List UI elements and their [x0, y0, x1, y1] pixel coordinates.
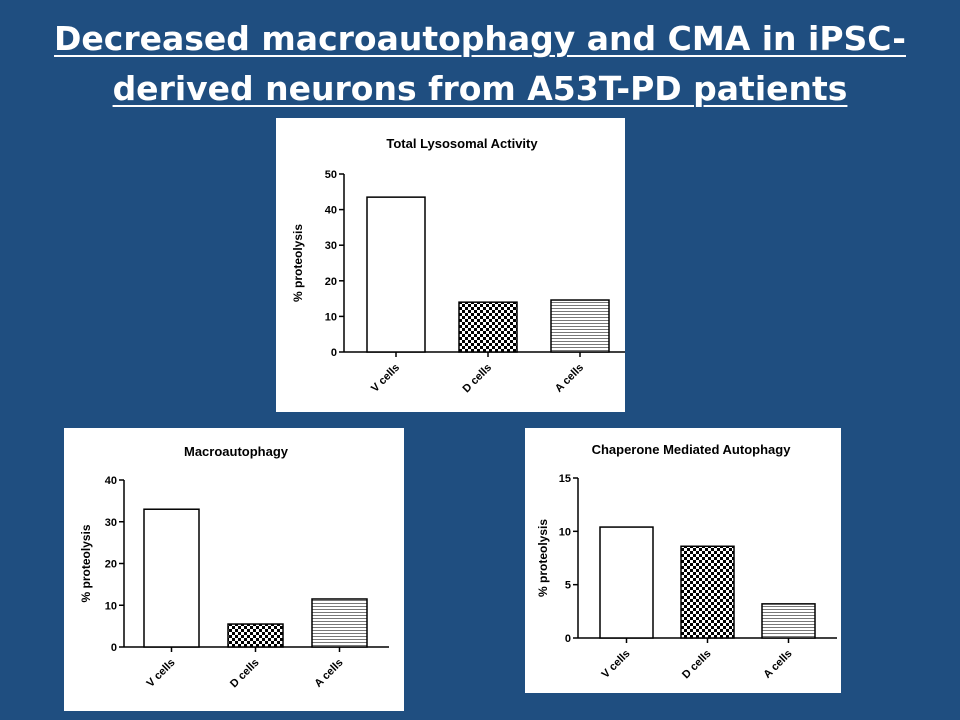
chart-title: Macroautophagy [184, 444, 289, 459]
bar-v-cells [599, 526, 654, 639]
slide-title-line-1: Decreased macroautophagy and CMA in iPSC… [54, 19, 906, 58]
x-category-label: V cells [599, 648, 632, 681]
y-tick-label: 30 [325, 240, 337, 252]
slide-title: Decreased macroautophagy and CMA in iPSC… [0, 14, 960, 114]
bar-a-cells [550, 299, 610, 353]
bar-v-cells [143, 508, 200, 648]
bar-d-cells [458, 301, 518, 353]
x-category-label: V cells [369, 362, 402, 395]
chart-panel-macroautophagy: Macroautophagy % proteolysis 0 10 20 30 40 V ce… [64, 428, 404, 711]
x-category-label: A cells [761, 648, 794, 681]
x-category-label: A cells [553, 362, 586, 395]
x-category-label: D cells [680, 648, 714, 682]
y-tick-label: 40 [325, 205, 337, 217]
x-category-label: D cells [228, 657, 262, 691]
chart-title: Chaperone Mediated Autophagy [592, 442, 792, 457]
bar-v-cells [366, 196, 426, 353]
y-axis-label: % proteolysis [536, 519, 550, 597]
y-tick-label: 0 [111, 642, 117, 654]
chart-title: Total Lysosomal Activity [386, 136, 538, 151]
y-tick-label: 20 [105, 559, 117, 571]
y-tick-label: 40 [105, 475, 117, 487]
y-tick-label: 0 [331, 347, 337, 359]
y-tick-label: 30 [105, 517, 117, 529]
y-axis-label: % proteolysis [79, 524, 93, 602]
bar-a-cells [761, 603, 816, 639]
bar-d-cells [227, 623, 284, 648]
y-tick-label: 10 [559, 526, 571, 538]
chart-panel-total-lysosomal-activity: Total Lysosomal Activity % proteolysis 0 10… [276, 118, 625, 412]
chart-macroautophagy: Macroautophagy % proteolysis 0 10 20 30 40 V ce… [79, 444, 389, 691]
bar-d-cells [680, 545, 735, 639]
chart-chaperone-mediated-autophagy: Chaperone Mediated Autophagy % proteolysi… [536, 442, 837, 682]
x-category-label: D cells [461, 362, 495, 396]
x-category-label: A cells [312, 657, 345, 690]
y-tick-label: 5 [565, 580, 571, 592]
y-tick-label: 20 [325, 276, 337, 288]
slide-title-line-2: derived neurons from A53T-PD patients [112, 69, 848, 108]
x-category-label: V cells [144, 657, 177, 690]
y-tick-label: 50 [325, 169, 337, 181]
y-tick-label: 10 [325, 311, 337, 323]
chart-panel-chaperone-mediated-autophagy: Chaperone Mediated Autophagy % proteolysi… [525, 428, 841, 693]
y-tick-label: 15 [559, 473, 571, 485]
y-axis-label: % proteolysis [291, 224, 305, 302]
y-tick-label: 10 [105, 600, 117, 612]
chart-total-lysosomal-activity: Total Lysosomal Activity % proteolysis 0 10… [291, 136, 625, 396]
y-tick-label: 0 [565, 633, 571, 645]
bar-a-cells [311, 598, 368, 648]
